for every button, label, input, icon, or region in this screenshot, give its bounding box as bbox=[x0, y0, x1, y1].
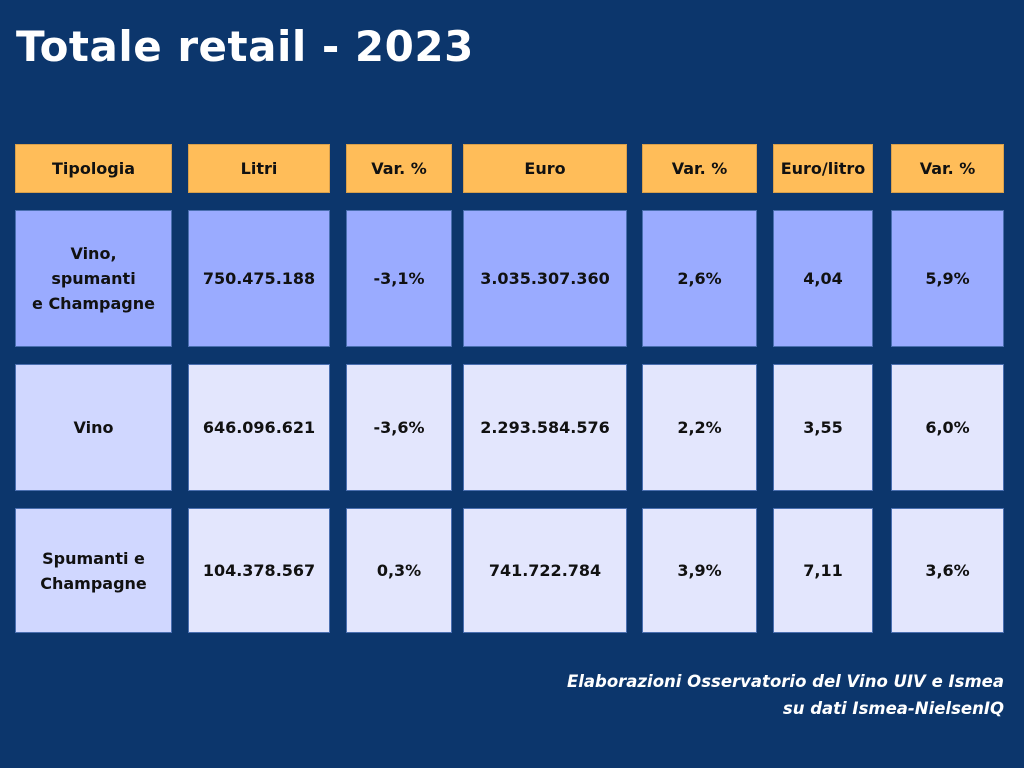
table-cell: 5,9% bbox=[891, 210, 1004, 347]
table-cell: 0,3% bbox=[346, 508, 452, 633]
table-cell: 3,6% bbox=[891, 508, 1004, 633]
table-cell: 104.378.567 bbox=[188, 508, 330, 633]
column-header: Var. % bbox=[891, 144, 1004, 193]
table-cell: 750.475.188 bbox=[188, 210, 330, 347]
column-header: Var. % bbox=[346, 144, 452, 193]
source-note: Elaborazioni Osservatorio del Vino UIV e… bbox=[567, 668, 1004, 722]
table-cell: 3,9% bbox=[642, 508, 757, 633]
column-header: Var. % bbox=[642, 144, 757, 193]
row-label: Spumanti e Champagne bbox=[15, 508, 172, 633]
table-cell: -3,6% bbox=[346, 364, 452, 491]
column-header: Euro/litro bbox=[773, 144, 873, 193]
source-line-2: su dati Ismea-NielsenIQ bbox=[782, 699, 1004, 718]
row-label: Vino bbox=[15, 364, 172, 491]
page-title: Totale retail - 2023 bbox=[16, 22, 474, 71]
source-line-1: Elaborazioni Osservatorio del Vino UIV e… bbox=[566, 672, 1004, 691]
table-cell: 2.293.584.576 bbox=[463, 364, 627, 491]
column-header: Tipologia bbox=[15, 144, 172, 193]
row-label: Vino, spumanti e Champagne bbox=[15, 210, 172, 347]
column-header: Litri bbox=[188, 144, 330, 193]
table-cell: 6,0% bbox=[891, 364, 1004, 491]
table-cell: 2,2% bbox=[642, 364, 757, 491]
table-cell: 741.722.784 bbox=[463, 508, 627, 633]
table-cell: 7,11 bbox=[773, 508, 873, 633]
table-cell: 4,04 bbox=[773, 210, 873, 347]
table-cell: 2,6% bbox=[642, 210, 757, 347]
table-cell: 646.096.621 bbox=[188, 364, 330, 491]
table-cell: -3,1% bbox=[346, 210, 452, 347]
table-cell: 3.035.307.360 bbox=[463, 210, 627, 347]
column-header: Euro bbox=[463, 144, 627, 193]
table-cell: 3,55 bbox=[773, 364, 873, 491]
